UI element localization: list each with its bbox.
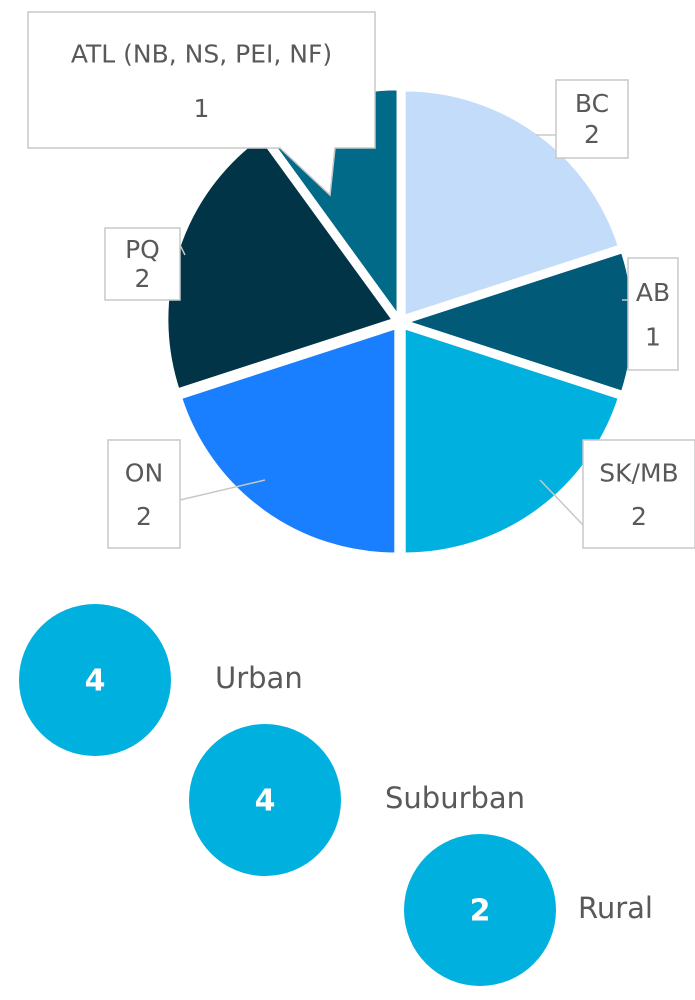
- category-label: PQ: [125, 235, 160, 264]
- callout-box: [27, 11, 376, 197]
- category-label: AB: [636, 278, 670, 307]
- group-circle: [189, 724, 341, 876]
- value-label: 2: [136, 502, 152, 531]
- category-label: SK/MB: [599, 459, 678, 488]
- leader-line: [539, 479, 584, 526]
- leader-line: [179, 479, 266, 501]
- callout-box: [555, 79, 629, 159]
- category-label: ON: [125, 459, 163, 488]
- pie-slice: [403, 327, 620, 555]
- value-label: 1: [194, 94, 210, 123]
- group-value: 4: [85, 664, 106, 699]
- pie-slice: [180, 327, 397, 555]
- group-circle: [404, 834, 556, 986]
- category-label: ATL (NB, NS, PEI, NF): [71, 40, 332, 69]
- pie-slice: [403, 89, 620, 317]
- group-value: 2: [470, 894, 491, 929]
- callout-box: [107, 439, 181, 549]
- callout-box: [582, 439, 695, 549]
- group-label: Rural: [578, 891, 653, 925]
- value-label: 1: [645, 323, 661, 352]
- value-label: 2: [631, 502, 647, 531]
- callout-box: [627, 257, 679, 371]
- value-label: 2: [584, 120, 600, 149]
- category-label: BC: [575, 89, 609, 118]
- callout-box: [104, 227, 181, 301]
- group-value: 4: [255, 784, 276, 819]
- group-label: Suburban: [385, 781, 525, 815]
- leader-line: [179, 244, 186, 256]
- value-label: 2: [135, 264, 151, 293]
- group-circle: [19, 604, 171, 756]
- group-label: Urban: [215, 661, 303, 695]
